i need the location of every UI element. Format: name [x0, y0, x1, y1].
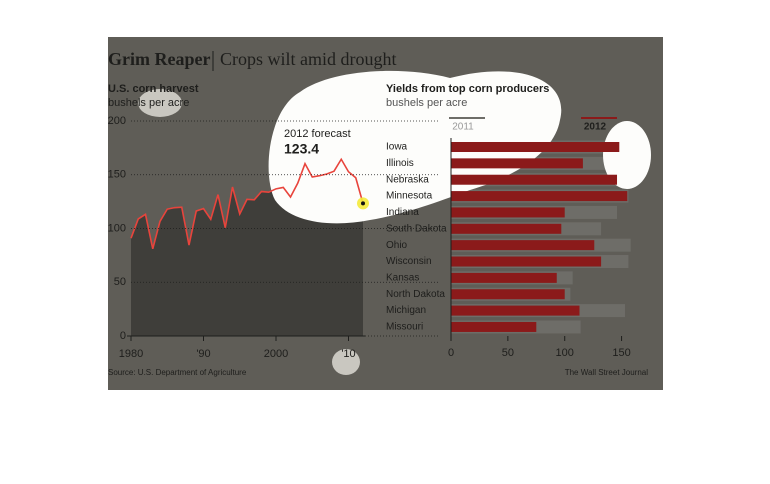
header-subtitle: Crops wilt amid drought: [220, 49, 397, 69]
bar-subtitle: bushels per acre: [386, 97, 467, 109]
bar: [451, 240, 595, 251]
bar: [451, 321, 537, 332]
x-tick-label: '90: [196, 348, 210, 360]
x-tick-label: 150: [612, 347, 630, 359]
y-tick-label: 200: [108, 115, 126, 127]
line-title: U.S. corn harvest: [108, 83, 199, 95]
x-tick-label: 50: [502, 347, 514, 359]
x-tick-label: 2000: [264, 348, 288, 360]
bar: [451, 272, 557, 283]
category-label: Indiana: [386, 207, 419, 218]
bar: [451, 158, 583, 169]
y-tick-label: 50: [114, 276, 126, 288]
bar: [451, 207, 565, 218]
x-tick-label: 100: [556, 347, 574, 359]
legend-label: 2011: [452, 122, 474, 133]
x-tick-label: 1980: [119, 348, 143, 360]
bar: [451, 142, 620, 152]
category-label: Wisconsin: [386, 256, 432, 267]
spotlight: [138, 89, 182, 117]
bar: [451, 223, 562, 234]
header-title: Grim Reaper: [108, 49, 210, 69]
credit: The Wall Street Journal: [565, 368, 649, 377]
bar-title: Yields from top corn producers: [386, 83, 549, 95]
x-tick-label: '10: [341, 348, 355, 360]
line-subtitle: bushels per acre: [108, 97, 189, 109]
over-layer: 0 50 100 150 200 1980 '90 2000 '10 Iowa Illinois Ne…: [108, 115, 631, 360]
category-label: South Dakota: [386, 223, 447, 234]
annotation-value: 123.4: [284, 141, 319, 157]
legend-label: 2012: [584, 122, 607, 133]
spotlight: [603, 121, 651, 189]
bar: [451, 289, 565, 300]
category-label: Kansas: [386, 273, 419, 284]
spotlight: [268, 70, 562, 224]
y-tick-label: 150: [108, 169, 126, 181]
category-label: North Dakota: [386, 289, 445, 300]
category-label: Illinois: [386, 158, 414, 169]
category-label: Nebraska: [386, 174, 429, 185]
x-tick-label: 0: [448, 347, 454, 359]
y-tick-label: 100: [108, 222, 126, 234]
spotlight: [332, 349, 360, 375]
category-label: Minnesota: [386, 191, 433, 202]
annotation-label: 2012 forecast: [284, 128, 351, 140]
bar: [451, 191, 628, 202]
category-label: Iowa: [386, 142, 408, 153]
category-label: Michigan: [386, 305, 426, 316]
source: Source: U.S. Department of Agriculture: [108, 368, 247, 377]
point: [361, 201, 365, 206]
bar: [451, 174, 618, 185]
category-label: Missouri: [386, 322, 423, 333]
y-tick-label: 0: [120, 330, 126, 342]
bar: [451, 256, 602, 267]
line: [130, 157, 364, 250]
category-label: Ohio: [386, 240, 408, 251]
bar: [451, 305, 580, 316]
